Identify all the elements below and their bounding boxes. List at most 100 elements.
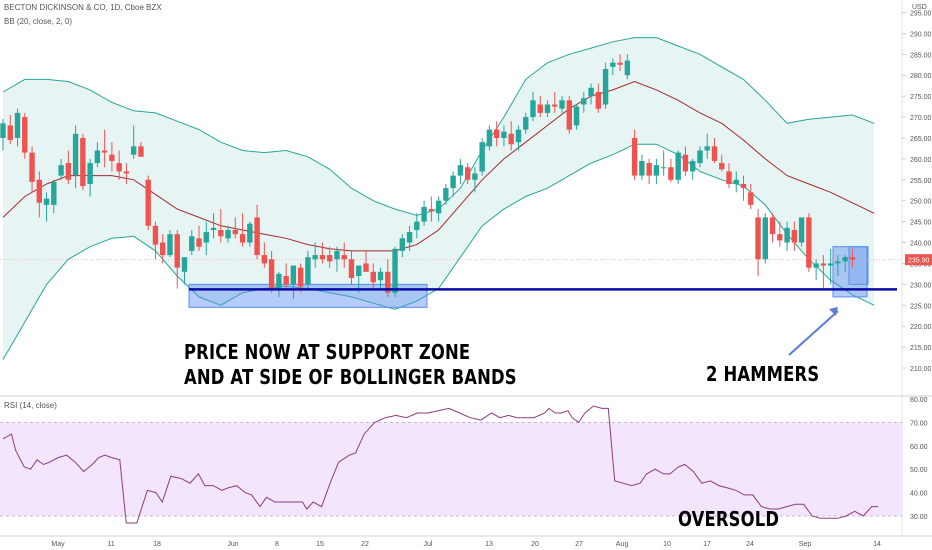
- candle-body: [762, 217, 768, 260]
- candle: [116, 150, 122, 180]
- time-axis-tick: 11: [107, 541, 114, 548]
- price-axis-tick: 250.00: [910, 199, 932, 206]
- candle-body: [392, 248, 398, 293]
- price-axis-tick: 290.00: [910, 31, 932, 38]
- candle-body: [704, 146, 710, 151]
- candle-body: [450, 175, 456, 189]
- candle: [406, 225, 413, 251]
- rsi-legend: RSI (14, close): [4, 401, 57, 410]
- candle: [813, 259, 819, 281]
- candle: [726, 163, 732, 189]
- candle: [544, 100, 551, 118]
- candle: [196, 225, 202, 251]
- candle: [283, 263, 289, 289]
- candle-body: [341, 255, 347, 260]
- candle-body: [682, 154, 689, 172]
- bollinger-band-fill: [3, 37, 875, 360]
- candle: [653, 158, 660, 184]
- candle: [798, 217, 805, 247]
- candle: [51, 179, 57, 214]
- time-axis-tick: 10: [663, 541, 671, 548]
- candle-body: [43, 198, 50, 205]
- support-annotation: PRICE NOW AT SUPPORT ZONE AND AT SIDE OF…: [184, 340, 517, 390]
- candle-body: [631, 137, 638, 176]
- candle-body: [588, 87, 594, 97]
- candle-body: [319, 255, 326, 260]
- support-annotation-line-1: PRICE NOW AT SUPPORT ZONE: [184, 340, 471, 364]
- candle: [748, 183, 754, 210]
- candle-body: [377, 271, 384, 281]
- price-axis-tick: 255.00: [910, 178, 932, 185]
- bb-legend: BB (20, close, 2, 0): [4, 17, 73, 26]
- candle-body: [29, 152, 35, 182]
- candle-body: [0, 123, 6, 138]
- candle: [268, 250, 275, 293]
- candle-body: [218, 229, 224, 237]
- candle-body: [827, 263, 834, 266]
- candle-body: [116, 163, 122, 172]
- candle-body: [385, 271, 391, 293]
- price-axis-tick: 215.00: [910, 345, 932, 352]
- candle: [559, 96, 565, 113]
- candle: [515, 125, 522, 151]
- candle: [610, 58, 616, 76]
- candle-body: [22, 117, 28, 153]
- time-axis-tick: 27: [575, 541, 583, 548]
- time-axis-tick: 13: [485, 541, 493, 548]
- candle: [740, 175, 747, 201]
- candle-body: [160, 242, 166, 256]
- candle: [305, 250, 311, 289]
- candle-body: [653, 165, 660, 176]
- candle-body: [493, 129, 500, 138]
- candle-body: [72, 133, 79, 176]
- candle-body: [544, 104, 551, 113]
- candle-body: [399, 238, 405, 251]
- candle-body: [501, 131, 507, 138]
- candle-body: [130, 146, 137, 155]
- candle: [319, 242, 326, 264]
- candle: [385, 259, 391, 297]
- rsi-axis-tick: 30.00: [910, 514, 928, 521]
- candle-body: [769, 217, 776, 235]
- candle-body: [581, 98, 587, 105]
- price-axis-tick: 225.00: [910, 303, 932, 310]
- candle-body: [711, 146, 718, 161]
- candle-body: [566, 100, 572, 130]
- candle-body: [14, 112, 21, 138]
- candle-body: [7, 125, 13, 141]
- candle-body: [646, 163, 652, 176]
- support-annotation-line-2: AND AT SIDE OF BOLLINGER BANDS: [184, 365, 517, 389]
- candle: [152, 221, 159, 260]
- candle: [101, 129, 108, 168]
- candle-body: [370, 271, 376, 283]
- candle-body: [36, 179, 42, 203]
- price-axis-tick: 270.00: [910, 115, 932, 122]
- candle-body: [254, 217, 260, 256]
- candle-body: [777, 234, 783, 241]
- time-axis-tick: 22: [361, 541, 369, 548]
- candle: [36, 171, 42, 218]
- candle: [218, 209, 224, 243]
- last-price-badge: [905, 254, 932, 266]
- candle: [501, 125, 507, 147]
- candle: [769, 213, 776, 243]
- candle-body: [421, 206, 427, 222]
- candle: [479, 137, 485, 176]
- candle-body: [406, 232, 413, 243]
- time-axis-tick: 20: [531, 541, 539, 548]
- candle-body: [748, 192, 754, 205]
- candle: [181, 257, 188, 285]
- candle: [523, 112, 529, 134]
- candle: [239, 213, 246, 247]
- rsi-axis-tick: 80.00: [910, 397, 928, 404]
- hammers-arrow-head: [829, 307, 838, 316]
- candle-body: [305, 257, 311, 285]
- candle-body: [573, 106, 580, 126]
- candle: [820, 255, 827, 289]
- candle: [261, 242, 268, 268]
- candle: [65, 150, 72, 184]
- candle-body: [210, 227, 217, 230]
- candle: [370, 263, 376, 289]
- candle-body: [101, 150, 108, 153]
